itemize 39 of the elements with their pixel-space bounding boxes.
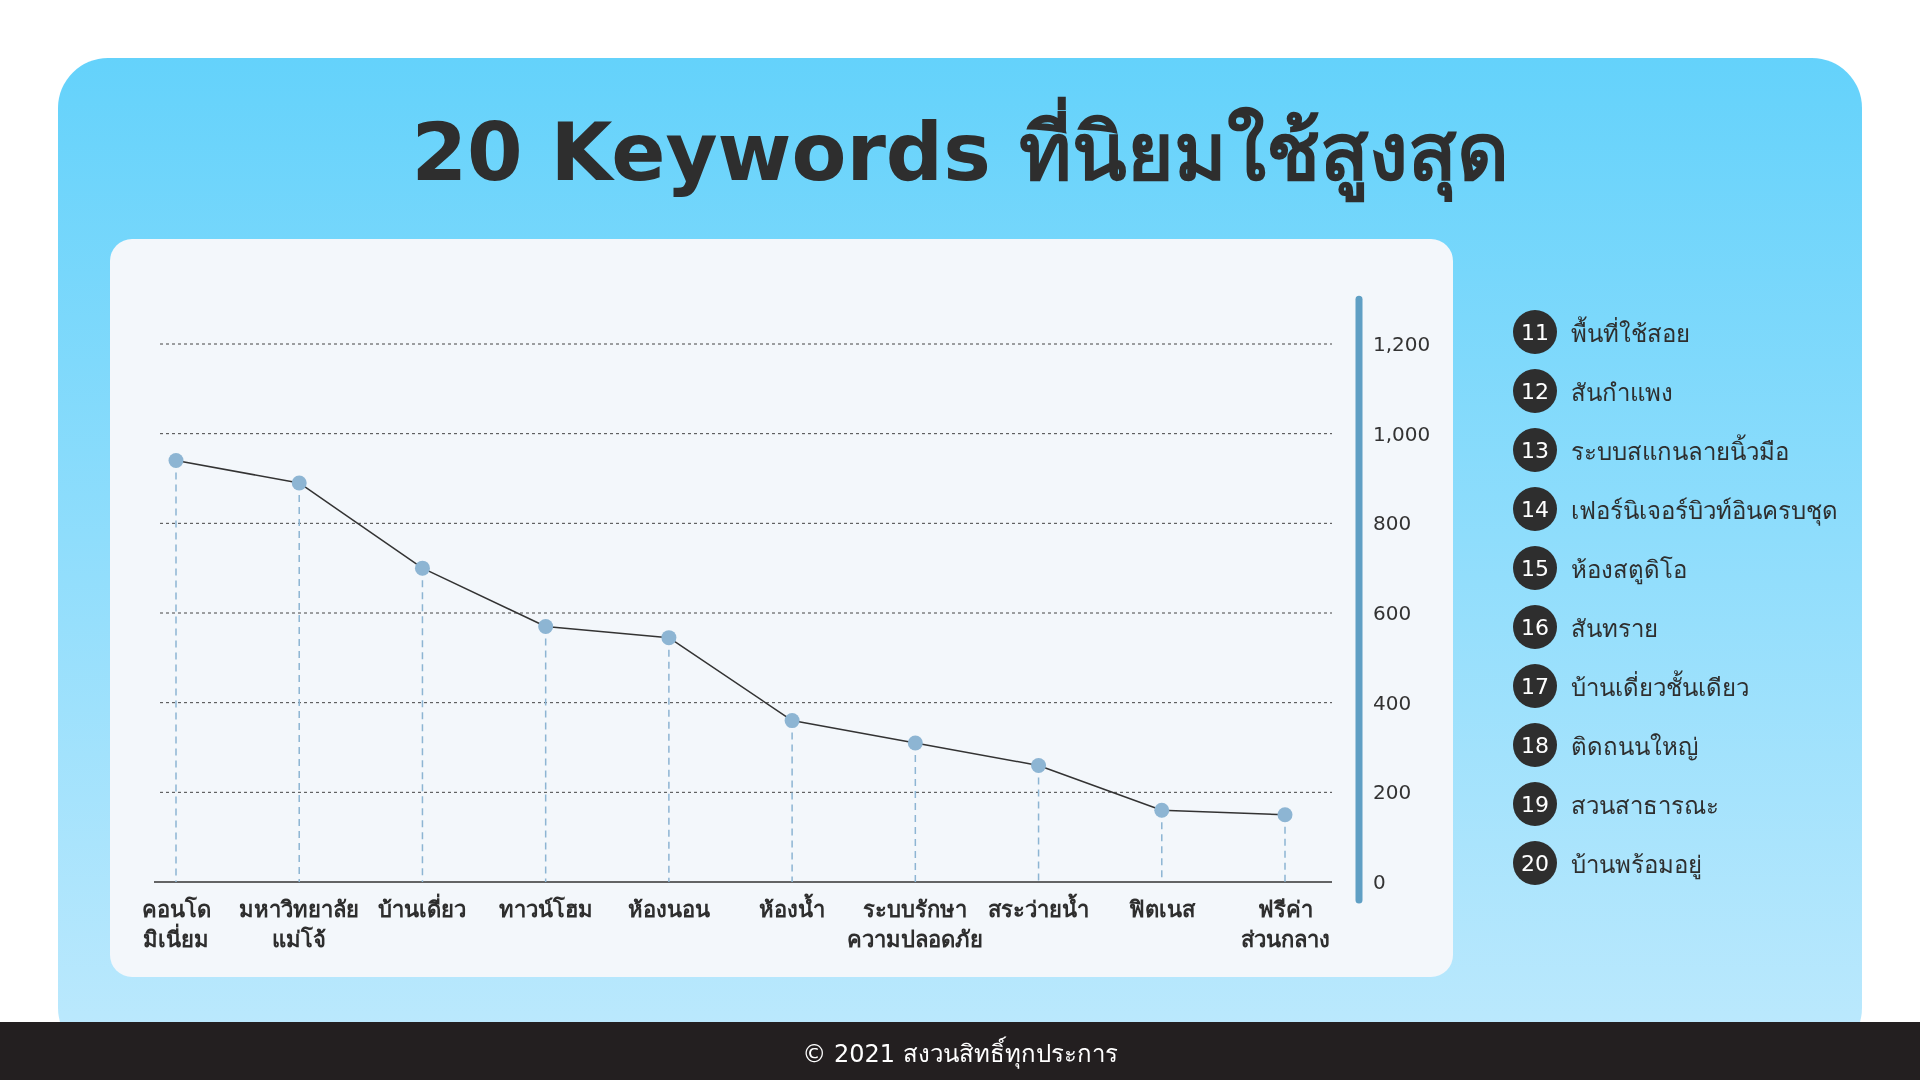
text: 14 เฟอร์นิเจอร์บิวท์อินครบชุด (1521, 497, 1838, 526)
chart-title: 20 Keywords ที่นิยมใช้สูงสุด (411, 96, 1509, 203)
x-tick-label: ฟิตเนส (1128, 897, 1196, 922)
y-tick-label: 200 (1373, 780, 1412, 805)
text: 13 ระบบสแกนลายนิ้วมือ (1521, 434, 1789, 466)
x-tick-label: ฟรีค่า ส่วนกลาง (1240, 897, 1330, 952)
x-tick-label: บ้านเดี่ยว (378, 893, 467, 922)
point (291, 475, 307, 491)
y-tick-label: 400 (1373, 690, 1412, 715)
y-tick-label: 1,000 (1373, 421, 1431, 446)
x-tick-label: ระบบรักษา ความปลอดภัย (847, 897, 984, 952)
text: © 2021 สงวนสิทธิ์ทุกประการ (802, 1036, 1118, 1069)
text: 15 ห้องสตูดิโอ (1521, 556, 1687, 585)
point (538, 618, 554, 634)
x-tick-label: สระว่ายน้ำ (988, 893, 1090, 922)
text: 19 สวนสาธารณะ (1521, 792, 1719, 820)
point (784, 713, 800, 729)
x-tick-label: มหาวิทยาลัย แม่โจ้ (239, 897, 360, 952)
point (1277, 807, 1293, 823)
x-tick-label: ห้องน้ำ (759, 893, 826, 922)
point (1154, 802, 1170, 818)
text: 17 บ้านเดี่ยวชั้นเดียว (1521, 670, 1749, 702)
text: 20 บ้านพร้อมอยู่ (1521, 851, 1702, 880)
point (907, 735, 923, 751)
y-tick-label: 800 (1373, 511, 1412, 536)
y-tick-label: 0 (1373, 870, 1386, 894)
point (1031, 757, 1047, 773)
text: 11 พื้นที่ใช้สอย (1521, 316, 1690, 348)
y-tick-label: 600 (1373, 601, 1412, 625)
x-tick-label: ทาวน์โฮม (498, 896, 593, 922)
point (414, 560, 430, 576)
text: 18 ติดถนนใหญ่ (1521, 733, 1698, 761)
x-tick-label: ห้องนอน (627, 897, 710, 922)
text: 16 สันทราย (1521, 615, 1658, 643)
text: 12 สันกำแพง (1521, 379, 1673, 407)
x-tick-label: คอนโด มิเนี่ยม (141, 896, 211, 952)
point (661, 630, 677, 646)
point (168, 453, 184, 469)
y-tick-label: 1,200 (1373, 332, 1431, 356)
